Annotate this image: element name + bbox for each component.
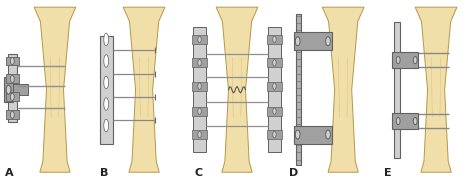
Bar: [267, 58, 282, 67]
Circle shape: [6, 85, 11, 94]
Circle shape: [10, 111, 14, 118]
Circle shape: [326, 37, 330, 46]
Ellipse shape: [104, 55, 109, 67]
Bar: [6, 110, 19, 119]
Text: B: B: [100, 168, 108, 178]
Circle shape: [198, 36, 201, 43]
Bar: [267, 107, 282, 116]
Bar: [394, 21, 400, 158]
Bar: [296, 14, 301, 165]
Text: A: A: [5, 168, 13, 178]
Ellipse shape: [104, 98, 109, 110]
Bar: [6, 74, 19, 83]
Ellipse shape: [104, 119, 109, 132]
Bar: [267, 35, 282, 44]
Bar: [100, 36, 113, 144]
Bar: [192, 130, 207, 139]
Bar: [294, 126, 332, 144]
Bar: [6, 92, 19, 101]
Circle shape: [396, 57, 400, 64]
Circle shape: [413, 57, 417, 64]
Circle shape: [396, 118, 400, 125]
Bar: [193, 27, 206, 152]
Circle shape: [273, 59, 276, 66]
Bar: [268, 27, 281, 152]
Polygon shape: [322, 7, 364, 172]
Bar: [192, 82, 207, 91]
Bar: [6, 57, 19, 66]
Circle shape: [10, 57, 14, 65]
Bar: [8, 54, 17, 122]
Bar: [8, 84, 28, 95]
Polygon shape: [216, 7, 258, 172]
Bar: [192, 35, 207, 44]
Circle shape: [198, 108, 201, 114]
Circle shape: [273, 36, 276, 43]
Bar: [392, 113, 418, 129]
Circle shape: [198, 131, 201, 138]
Bar: [192, 107, 207, 116]
Bar: [392, 52, 418, 68]
Circle shape: [10, 93, 14, 100]
Circle shape: [295, 37, 300, 46]
Circle shape: [326, 130, 330, 139]
Ellipse shape: [104, 76, 109, 89]
Circle shape: [295, 130, 300, 139]
Bar: [267, 130, 282, 139]
Polygon shape: [415, 7, 457, 172]
Polygon shape: [123, 7, 165, 172]
Text: D: D: [289, 168, 299, 178]
Bar: [267, 82, 282, 91]
Text: E: E: [384, 168, 392, 178]
Text: C: C: [194, 168, 202, 178]
Bar: [294, 32, 332, 50]
Circle shape: [198, 83, 201, 89]
Bar: [4, 77, 13, 102]
Circle shape: [198, 59, 201, 66]
Circle shape: [413, 118, 417, 125]
Circle shape: [273, 131, 276, 138]
Bar: [192, 58, 207, 67]
Polygon shape: [34, 7, 76, 172]
Circle shape: [273, 83, 276, 89]
Circle shape: [10, 75, 14, 82]
Circle shape: [273, 108, 276, 114]
Ellipse shape: [104, 33, 109, 46]
